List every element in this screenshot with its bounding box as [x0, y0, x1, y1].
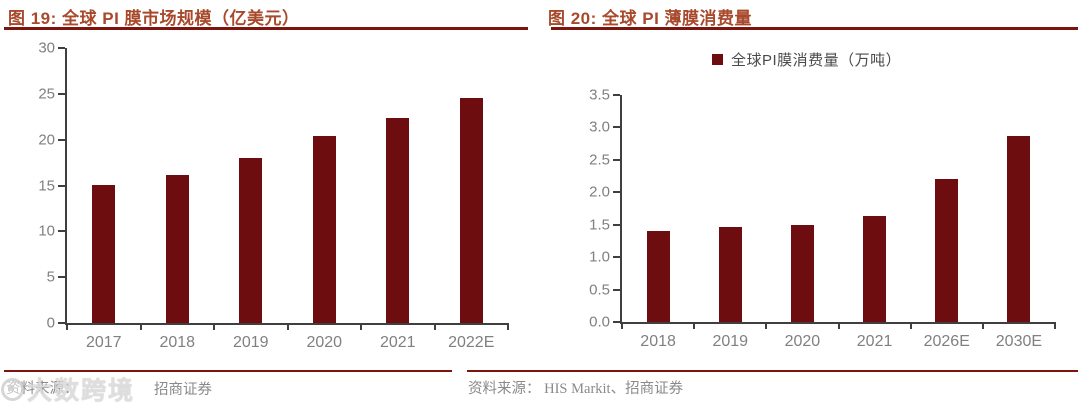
y-axis-tick-mark	[58, 322, 65, 324]
y-axis-tick-mark	[613, 191, 620, 194]
bar-chart-market-size: 0 5 10 15 20 25 30 2017 2018 2019 2020 2021 2022E	[38, 40, 509, 351]
source-right: 资料来源： HIS Markit、招商证券	[468, 381, 684, 397]
x-axis-tick-mark	[360, 323, 362, 330]
y-axis-tick-mark	[58, 184, 65, 187]
x-axis-tick-label: 2020	[306, 334, 343, 351]
footer-rule-left	[4, 370, 452, 372]
y-axis-tick-label: 0	[46, 314, 55, 332]
y-axis-tick-mark	[613, 126, 620, 129]
bar-2019	[239, 158, 263, 323]
y-axis-tick-label: 2.0	[589, 183, 610, 201]
x-axis-tick-mark	[286, 323, 289, 330]
x-axis-tick-label: 2019	[232, 334, 269, 351]
y-axis-tick-label: 10	[38, 222, 55, 240]
y-axis-tick-mark	[613, 94, 620, 96]
x-axis-tick-mark	[765, 322, 768, 329]
bar-2017	[92, 184, 116, 323]
bar-2019	[718, 227, 742, 322]
y-axis-tick-label: 1.5	[589, 216, 610, 234]
x-axis-tick-label: 2018	[159, 334, 196, 351]
y-axis-tick-mark	[58, 92, 65, 95]
bar-2022E	[459, 98, 483, 323]
x-axis-tick-label: 2021	[856, 333, 893, 350]
y-axis-tick-label: 0.5	[589, 281, 610, 299]
y-axis-tick-label: 30	[38, 39, 55, 57]
x-axis-tick-mark	[66, 323, 68, 330]
x-axis-tick-label: 2022E	[448, 334, 495, 351]
y-axis-tick-mark	[613, 223, 620, 226]
figure-panel-left: 图 19: 全球 PI 膜市场规模（亿美元） 0 5 10 15 20 25 30 2017 2…	[4, 9, 528, 351]
y-axis-tick-mark	[58, 230, 65, 233]
bar-2030E	[1007, 135, 1031, 322]
bar-2020	[790, 225, 814, 322]
y-axis-tick-label: 20	[38, 131, 55, 149]
y-axis-tick-label: 0.0	[589, 313, 610, 331]
x-axis-tick-label: 2026E	[923, 333, 970, 350]
x-axis-tick-mark	[693, 322, 696, 329]
bar-chart-consumption: 0.0 0.5 1.0 1.5 2.0 2.5 3.0 3.5 2018 2019 2020 2021…	[589, 87, 1056, 350]
figure-19-title: 图 19: 全球 PI 膜市场规模（亿美元）	[8, 9, 300, 28]
source-left: 资料来源： 招商证券	[6, 377, 326, 401]
y-axis-tick-label: 3.5	[589, 86, 610, 104]
y-axis-tick-label: 15	[38, 177, 55, 194]
x-axis-tick-label: 2021	[379, 334, 416, 351]
x-axis-tick-label: 2019	[712, 333, 749, 350]
y-axis-tick-mark	[613, 288, 620, 291]
figure-19-title-rule	[4, 27, 528, 30]
bar-2021	[863, 216, 887, 322]
x-axis-tick-label: 2030E	[995, 333, 1043, 350]
legend-label: 全球PI膜消费量（万吨）	[731, 52, 902, 69]
y-axis-tick-label: 5	[46, 268, 55, 286]
x-axis-tick-mark	[1054, 322, 1056, 329]
figure-20-title: 图 20: 全球 PI 薄膜消费量	[548, 9, 753, 28]
y-axis-tick-mark	[613, 158, 620, 161]
y-axis-tick-mark	[613, 321, 620, 323]
y-axis-tick-label: 3.0	[589, 118, 610, 136]
figure-20-title-rule	[551, 27, 1078, 30]
y-axis-tick-label: 25	[38, 85, 55, 103]
source-left-prefix: 资料来源：	[6, 381, 79, 397]
x-axis-tick-mark	[981, 322, 984, 329]
y-axis-tick-mark	[58, 276, 65, 279]
x-axis-tick-mark	[213, 323, 215, 330]
bar-2018	[646, 231, 670, 322]
x-axis-tick-mark	[139, 323, 142, 330]
y-axis-tick-mark	[58, 138, 65, 141]
bar-2021	[386, 117, 410, 323]
figure-panel-right: 图 20: 全球 PI 薄膜消费量 全球PI膜消费量（万吨） 0.0 0.5 1.0…	[540, 0, 1080, 408]
y-axis-tick-label: 1.0	[589, 248, 610, 266]
bar-2020	[312, 136, 336, 323]
x-axis-tick-mark	[621, 322, 623, 329]
y-axis-tick-mark	[58, 47, 65, 49]
x-axis-tick-mark	[909, 322, 912, 329]
footer-rule-right	[467, 370, 1078, 372]
x-axis-tick-label: 2017	[85, 334, 122, 351]
source-left-suffix: 招商证券	[154, 382, 212, 398]
legend-swatch-icon	[712, 54, 723, 65]
chart-legend: 全球PI膜消费量（万吨）	[712, 49, 901, 70]
x-axis-tick-mark	[837, 322, 840, 329]
x-axis-tick-mark	[433, 323, 436, 330]
x-axis-tick-label: 2020	[784, 333, 821, 350]
x-axis-tick-label: 2018	[640, 333, 676, 350]
y-axis-tick-label: 2.5	[589, 151, 610, 169]
y-axis-tick-mark	[613, 256, 620, 259]
bar-2026E	[935, 178, 959, 322]
x-axis-tick-mark	[507, 323, 509, 330]
bar-2018	[165, 174, 189, 323]
